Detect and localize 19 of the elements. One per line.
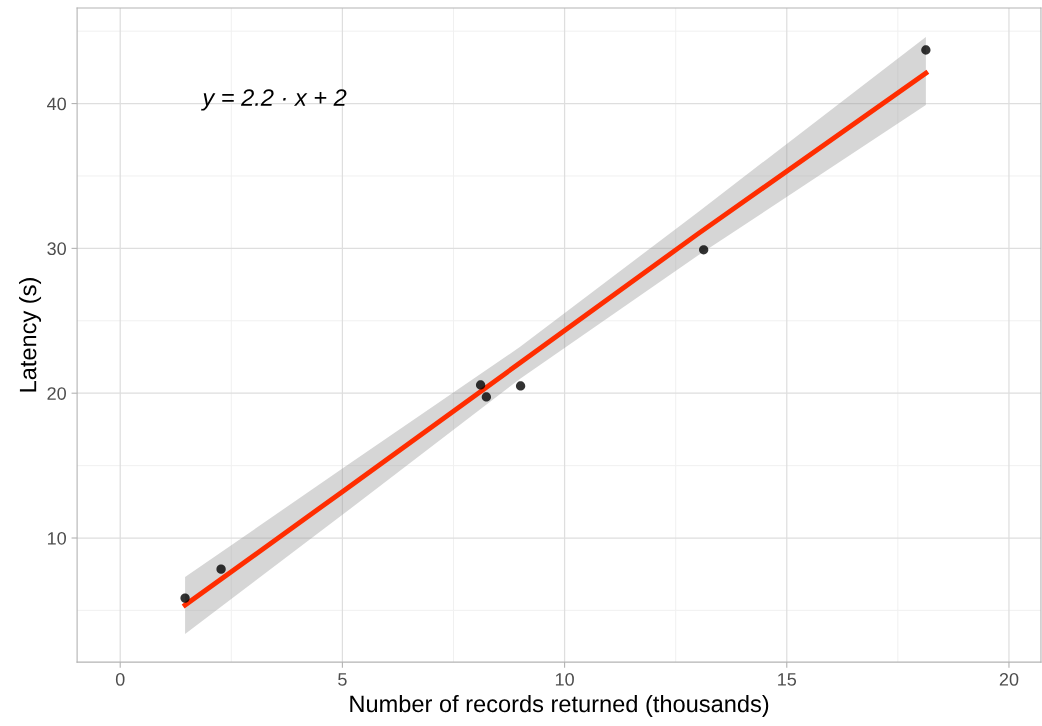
x-tick-label: 10 xyxy=(555,673,574,686)
point xyxy=(699,245,709,255)
point xyxy=(180,593,190,603)
y-tick-label: 20 xyxy=(47,387,66,400)
x-axis-title: Number of records returned (thousands) xyxy=(350,694,769,717)
y-tick-label: 30 xyxy=(47,242,66,256)
point xyxy=(481,392,492,402)
y-axis-title: Latency (s) xyxy=(19,278,42,392)
x-tick-label: 20 xyxy=(999,673,1019,686)
x-tick-label: 15 xyxy=(778,673,797,686)
point xyxy=(216,564,226,574)
point xyxy=(921,45,931,55)
x-tick-label: 0 xyxy=(115,673,125,686)
y-tick-label: 40 xyxy=(47,97,66,111)
y-tick-label: 10 xyxy=(47,531,66,545)
x-tick-label: 5 xyxy=(338,673,347,686)
annotation: y = 2.2 · x + 2 xyxy=(201,89,347,111)
point xyxy=(475,380,486,390)
point xyxy=(515,381,526,391)
